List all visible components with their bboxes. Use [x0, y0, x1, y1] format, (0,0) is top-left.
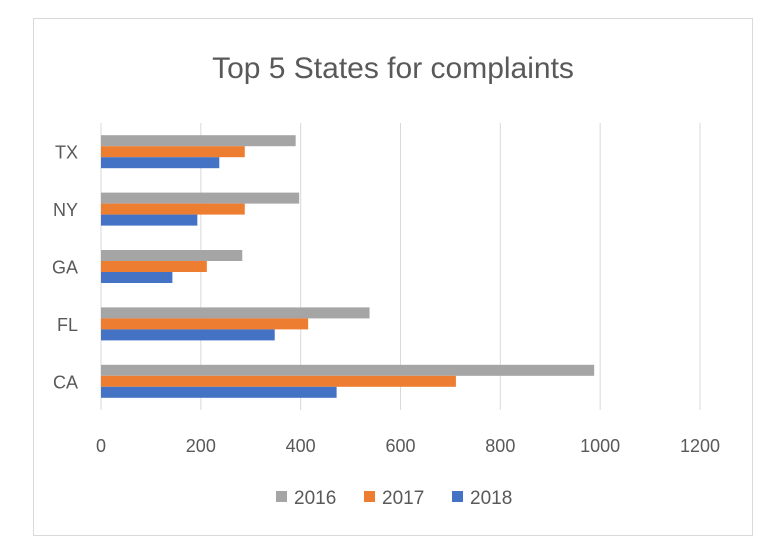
legend-swatch-2016 [276, 491, 287, 502]
x-axis-labels: 0 200 400 600 800 1000 1200 [96, 436, 720, 456]
bar-ga-2016 [101, 250, 243, 261]
bar-tx-2016 [101, 135, 296, 147]
y-tick-label: CA [53, 372, 78, 392]
y-tick-label: FL [57, 315, 78, 335]
x-tick-label: 200 [186, 436, 216, 456]
bar-ny-2018 [101, 214, 198, 226]
y-tick-label: GA [52, 258, 78, 278]
x-tick-label: 600 [385, 436, 415, 456]
y-tick-label: TX [55, 143, 78, 163]
bar-fl-2016 [101, 307, 370, 319]
bar-ca-2016 [101, 364, 595, 376]
legend-label-2018: 2018 [470, 488, 512, 509]
bar-ny-2016 [101, 192, 300, 204]
y-axis-labels: CA FL GA NY TX [52, 143, 78, 393]
bar-ca-2018 [101, 386, 337, 398]
legend-swatch-2018 [452, 491, 463, 502]
x-tick-label: 1000 [580, 436, 620, 456]
chart-title: Top 5 States for complaints [212, 52, 574, 85]
bar-ga-2018 [101, 272, 173, 283]
x-tick-label: 800 [485, 436, 515, 456]
bars [101, 135, 595, 398]
y-tick-label: NY [53, 200, 78, 220]
legend-swatch-2017 [364, 491, 375, 502]
bar-ca-2017 [101, 375, 456, 387]
bar-tx-2018 [101, 157, 220, 169]
bar-fl-2018 [101, 329, 275, 341]
x-tick-label: 0 [96, 436, 106, 456]
x-tick-label: 1200 [680, 436, 720, 456]
x-tick-label: 400 [286, 436, 316, 456]
legend-label-2016: 2016 [294, 488, 336, 509]
legend-label-2017: 2017 [382, 488, 424, 509]
bar-fl-2017 [101, 318, 309, 330]
legend: 2016 2017 2018 [276, 488, 512, 509]
bar-ny-2017 [101, 203, 245, 215]
bar-ga-2017 [101, 261, 207, 272]
gridlines [100, 123, 701, 410]
bar-tx-2017 [101, 146, 245, 158]
